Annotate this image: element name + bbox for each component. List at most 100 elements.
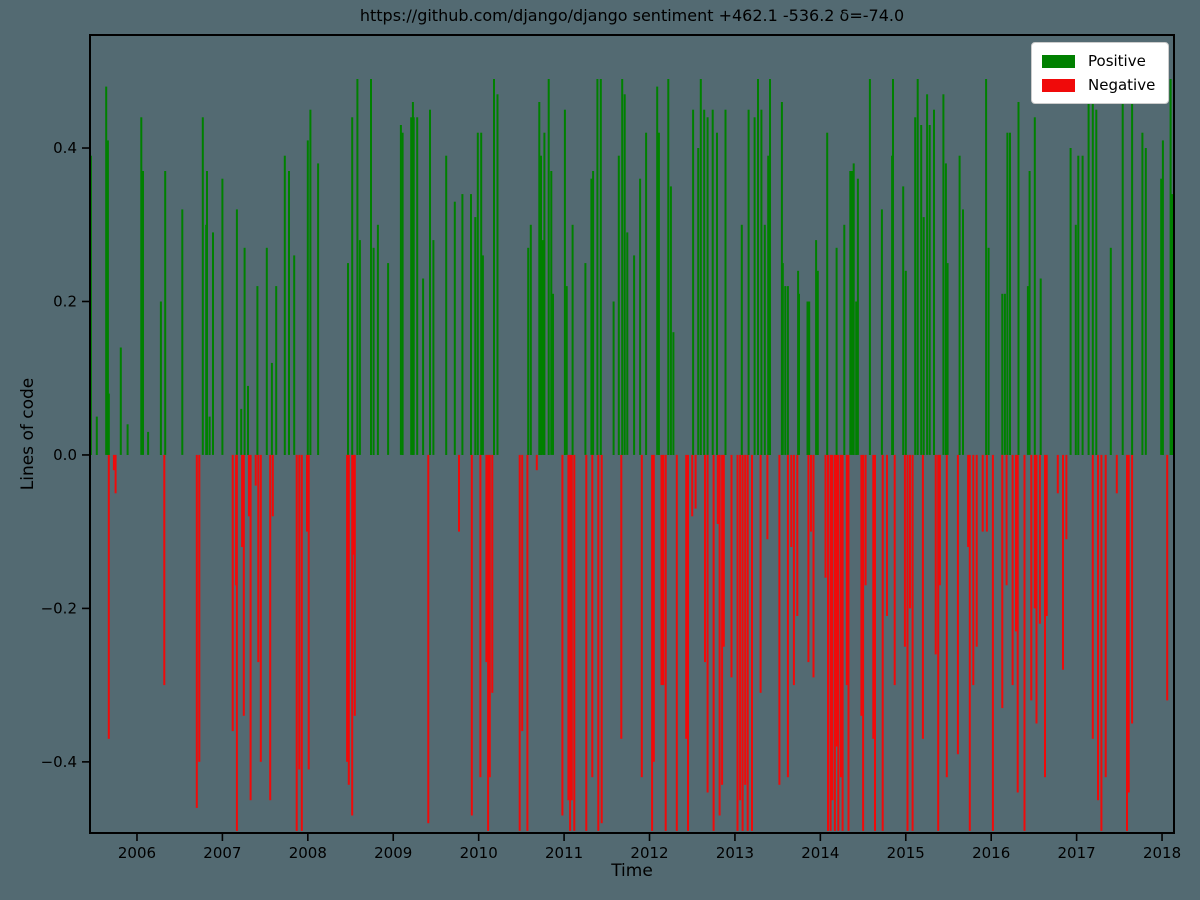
bar-positive [376, 224, 379, 455]
bar-positive [880, 209, 883, 455]
bar-negative [712, 454, 715, 831]
bar-positive [928, 125, 931, 455]
y-tick-label: 0.2 [53, 292, 77, 310]
bar-negative [651, 454, 654, 831]
bar-negative [1035, 454, 1038, 724]
bar-negative [231, 454, 234, 732]
bar-positive [944, 163, 947, 455]
bar-positive [387, 263, 390, 455]
bar-positive [206, 171, 208, 455]
bar-positive [1077, 155, 1080, 455]
bar-positive [275, 286, 278, 455]
y-tick-label: 0.0 [53, 446, 77, 464]
bar-positive [1131, 79, 1134, 455]
bar-positive [95, 416, 98, 455]
bar-negative [427, 454, 430, 824]
bar-negative [269, 454, 272, 801]
bar-positive [432, 240, 435, 455]
bar-positive [1160, 178, 1163, 455]
bar-negative [295, 454, 298, 831]
bar-positive [706, 117, 709, 455]
bar-negative [968, 454, 971, 831]
bar-negative [766, 454, 769, 540]
bar-positive [470, 194, 472, 455]
bar-positive [119, 347, 122, 455]
legend-label-positive: Positive [1088, 51, 1146, 70]
bar-negative [526, 454, 529, 831]
x-tick-label: 2007 [203, 844, 241, 862]
bar-positive [626, 232, 629, 455]
bar-positive [808, 301, 811, 455]
bar-negative [114, 454, 117, 494]
bar-positive [481, 255, 484, 455]
bar-negative [591, 454, 594, 778]
bar-negative [807, 454, 810, 663]
bar-positive [1074, 224, 1077, 455]
bar-negative [1056, 454, 1059, 494]
bar-positive [107, 393, 110, 455]
bar-positive [1003, 293, 1006, 455]
bar-positive [599, 79, 602, 455]
bar-positive [985, 79, 988, 455]
bar-positive [1087, 79, 1090, 455]
bar-positive [563, 109, 566, 455]
x-tick-label: 2013 [716, 844, 754, 862]
bar-positive [401, 132, 404, 455]
bar-positive [621, 79, 624, 455]
bar-negative [518, 454, 521, 831]
bar-negative [259, 454, 262, 762]
bar-negative [730, 454, 733, 678]
bar-negative [864, 454, 867, 586]
bar-positive [851, 171, 853, 455]
bar-negative [685, 454, 688, 739]
bar-negative [570, 454, 573, 801]
bar-negative [1011, 454, 1014, 686]
bar-negative [600, 454, 603, 824]
bar-negative [1044, 454, 1046, 778]
y-tick-label: 0.4 [53, 139, 77, 157]
bar-positive [550, 171, 553, 455]
bar-positive [692, 109, 695, 455]
bar-negative [967, 454, 970, 547]
bar-negative [470, 454, 473, 816]
bar-positive [306, 140, 309, 455]
y-tick-label: −0.2 [41, 599, 77, 617]
bar-positive [1028, 171, 1031, 455]
bar-positive [461, 194, 464, 455]
bar-negative [837, 454, 840, 831]
bar-positive [584, 263, 587, 455]
bar-positive [1171, 194, 1174, 455]
bar-positive [633, 255, 636, 455]
bar-negative [561, 454, 564, 816]
bar-negative [1104, 454, 1107, 778]
bar-positive [256, 286, 259, 455]
bar-negative [827, 454, 829, 831]
bar-negative [831, 454, 834, 801]
bar-positive [786, 286, 789, 455]
bar-positive [703, 109, 706, 455]
bar-positive [1026, 286, 1029, 455]
bar-negative [271, 454, 274, 517]
bar-positive [1069, 148, 1072, 455]
bar-positive [142, 171, 144, 455]
bar-positive [711, 109, 714, 455]
x-tick-label: 2011 [545, 844, 583, 862]
bar-negative [1033, 454, 1036, 609]
bar-positive [914, 117, 917, 455]
bar-positive [372, 247, 375, 455]
bar-positive [416, 117, 419, 455]
bar-negative [718, 454, 721, 816]
x-tick-label: 2008 [289, 844, 327, 862]
bar-negative [956, 454, 959, 755]
bar-negative [694, 454, 697, 509]
bar-negative [687, 454, 689, 831]
x-tick-label: 2010 [460, 844, 498, 862]
bar-negative [835, 454, 838, 747]
bar-positive [852, 163, 855, 455]
bar-positive [592, 171, 595, 455]
bar-negative [254, 454, 257, 486]
bar-positive [538, 102, 541, 455]
bar-positive [201, 117, 204, 455]
bar-negative [744, 454, 747, 785]
bar-negative [862, 454, 865, 831]
